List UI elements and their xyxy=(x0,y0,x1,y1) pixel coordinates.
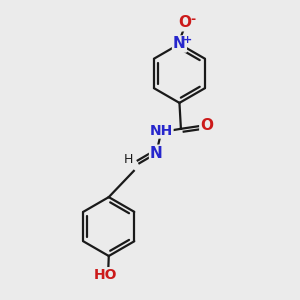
Text: N: N xyxy=(150,146,163,161)
Text: N: N xyxy=(173,37,186,52)
Text: -: - xyxy=(190,13,196,26)
Text: HO: HO xyxy=(94,268,117,282)
Text: NH: NH xyxy=(149,124,172,138)
Text: O: O xyxy=(178,15,191,30)
Text: +: + xyxy=(183,35,192,46)
Text: H: H xyxy=(124,153,134,166)
Text: O: O xyxy=(200,118,213,133)
